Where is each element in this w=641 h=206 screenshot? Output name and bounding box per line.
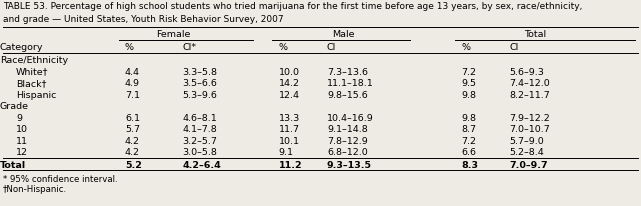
Text: 9: 9 — [16, 113, 22, 122]
Text: 7.3–13.6: 7.3–13.6 — [327, 67, 368, 76]
Text: 4.9: 4.9 — [125, 79, 140, 88]
Text: 8.2–11.7: 8.2–11.7 — [510, 90, 551, 99]
Text: 4.6–8.1: 4.6–8.1 — [183, 113, 217, 122]
Text: Female: Female — [156, 30, 190, 39]
Text: 9.8: 9.8 — [462, 90, 476, 99]
Text: 14.2: 14.2 — [279, 79, 300, 88]
Text: 7.8–12.9: 7.8–12.9 — [327, 136, 368, 145]
Text: 11.1–18.1: 11.1–18.1 — [327, 79, 374, 88]
Text: and grade — United States, Youth Risk Behavior Survey, 2007: and grade — United States, Youth Risk Be… — [3, 15, 284, 24]
Text: 7.0–9.7: 7.0–9.7 — [510, 160, 548, 169]
Text: 11.2: 11.2 — [279, 160, 303, 169]
Text: 4.2: 4.2 — [125, 147, 140, 156]
Text: 11.7: 11.7 — [279, 124, 300, 133]
Text: 10.0: 10.0 — [279, 67, 300, 76]
Text: 5.7–9.0: 5.7–9.0 — [510, 136, 544, 145]
Text: CI: CI — [510, 43, 519, 52]
Text: TABLE 53. Percentage of high school students who tried marijuana for the first t: TABLE 53. Percentage of high school stud… — [3, 2, 583, 11]
Text: 6.8–12.0: 6.8–12.0 — [327, 147, 368, 156]
Text: 8.3: 8.3 — [462, 160, 479, 169]
Text: 9.5: 9.5 — [462, 79, 476, 88]
Text: %: % — [125, 43, 134, 52]
Text: 5.3–9.6: 5.3–9.6 — [183, 90, 217, 99]
Text: 7.2: 7.2 — [462, 136, 476, 145]
Text: 8.7: 8.7 — [462, 124, 476, 133]
Text: 6.1: 6.1 — [125, 113, 140, 122]
Text: 7.0–10.7: 7.0–10.7 — [510, 124, 551, 133]
Text: CI: CI — [327, 43, 337, 52]
Text: 4.1–7.8: 4.1–7.8 — [183, 124, 217, 133]
Text: %: % — [279, 43, 288, 52]
Text: Total: Total — [524, 30, 546, 39]
Text: 7.9–12.2: 7.9–12.2 — [510, 113, 551, 122]
Text: 9.3–13.5: 9.3–13.5 — [327, 160, 372, 169]
Text: 11: 11 — [16, 136, 28, 145]
Text: 9.1: 9.1 — [279, 147, 294, 156]
Text: Race/Ethnicity: Race/Ethnicity — [0, 56, 68, 65]
Text: 9.8–15.6: 9.8–15.6 — [327, 90, 368, 99]
Text: 7.2: 7.2 — [462, 67, 476, 76]
Text: Category: Category — [0, 43, 44, 52]
Text: 4.2: 4.2 — [125, 136, 140, 145]
Text: 4.4: 4.4 — [125, 67, 140, 76]
Text: 9.1–14.8: 9.1–14.8 — [327, 124, 368, 133]
Text: 4.2–6.4: 4.2–6.4 — [183, 160, 221, 169]
Text: %: % — [462, 43, 470, 52]
Text: 3.3–5.8: 3.3–5.8 — [183, 67, 218, 76]
Text: Total: Total — [0, 160, 26, 169]
Text: 12.4: 12.4 — [279, 90, 300, 99]
Text: 10.4–16.9: 10.4–16.9 — [327, 113, 374, 122]
Text: 5.2–8.4: 5.2–8.4 — [510, 147, 544, 156]
Text: 9.8: 9.8 — [462, 113, 476, 122]
Text: Black†: Black† — [16, 79, 47, 88]
Text: 10: 10 — [16, 124, 28, 133]
Text: 10.1: 10.1 — [279, 136, 300, 145]
Text: 7.1: 7.1 — [125, 90, 140, 99]
Text: 7.4–12.0: 7.4–12.0 — [510, 79, 551, 88]
Text: 12: 12 — [16, 147, 28, 156]
Text: †Non-Hispanic.: †Non-Hispanic. — [3, 184, 67, 193]
Text: 5.2: 5.2 — [125, 160, 142, 169]
Text: CI*: CI* — [183, 43, 197, 52]
Text: 3.2–5.7: 3.2–5.7 — [183, 136, 217, 145]
Text: 3.5–6.6: 3.5–6.6 — [183, 79, 217, 88]
Text: 13.3: 13.3 — [279, 113, 300, 122]
Text: White†: White† — [16, 67, 49, 76]
Text: 5.7: 5.7 — [125, 124, 140, 133]
Text: Grade: Grade — [0, 102, 29, 110]
Text: * 95% confidence interval.: * 95% confidence interval. — [3, 174, 118, 183]
Text: Male: Male — [331, 30, 354, 39]
Text: 3.0–5.8: 3.0–5.8 — [183, 147, 217, 156]
Text: 6.6: 6.6 — [462, 147, 476, 156]
Text: Hispanic: Hispanic — [16, 90, 56, 99]
Text: 5.6–9.3: 5.6–9.3 — [510, 67, 544, 76]
